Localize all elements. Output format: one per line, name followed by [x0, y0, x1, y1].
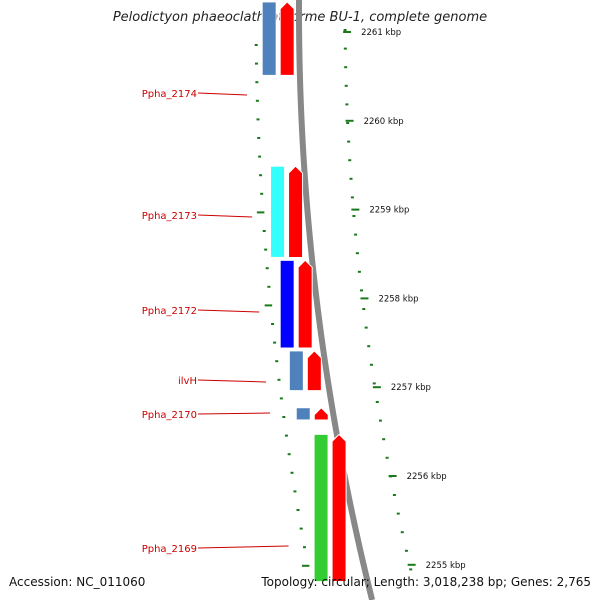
- gene-label-ppha_2174[interactable]: Ppha_2174: [142, 89, 197, 100]
- orf-arrow-2[interactable]: [288, 165, 304, 258]
- gene-label-ilvh[interactable]: ilvH: [178, 376, 197, 387]
- kbp-label: 2261 kbp: [361, 28, 401, 38]
- gene-feature-ppha_2172[interactable]: [279, 259, 295, 349]
- orf-arrow-1[interactable]: [279, 1, 295, 76]
- gene-label-leader: [197, 92, 248, 96]
- orf-arrow-6[interactable]: [331, 433, 347, 583]
- kbp-label: 2258 kbp: [378, 294, 418, 304]
- gene-label-leader: [197, 379, 267, 383]
- gene-feature-ilvh[interactable]: [288, 350, 304, 392]
- kbp-label: 2256 kbp: [407, 472, 447, 482]
- orf-arrow-3[interactable]: [297, 259, 313, 349]
- kbp-label: 2257 kbp: [391, 383, 431, 393]
- gene-feature-ppha_2169[interactable]: [313, 433, 329, 583]
- gene-feature-ppha_2173[interactable]: [270, 165, 286, 258]
- kbp-label: 2259 kbp: [369, 206, 409, 216]
- gene-label-ppha_2169[interactable]: Ppha_2169: [142, 544, 197, 555]
- gene-label-ppha_2172[interactable]: Ppha_2172: [142, 306, 197, 317]
- gene-label-leader: [197, 214, 253, 218]
- gene-feature-ppha_2174[interactable]: [261, 1, 277, 76]
- gene-label-leader: [197, 545, 289, 549]
- orf-arrow-4[interactable]: [306, 350, 322, 392]
- gene-label-leader: [197, 412, 270, 415]
- gene-feature-ppha_2170[interactable]: [295, 407, 311, 421]
- genome-summary-label: Topology: circular; Length: 3,018,238 bp…: [261, 575, 591, 589]
- gene-label-ppha_2170[interactable]: Ppha_2170: [142, 410, 197, 421]
- kbp-label: 2255 kbp: [426, 561, 466, 571]
- genome-backbone: [295, 0, 376, 600]
- gene-label-ppha_2173[interactable]: Ppha_2173: [142, 211, 197, 222]
- gene-label-leader: [197, 309, 260, 313]
- orf-arrow-5[interactable]: [313, 407, 329, 421]
- kbp-label: 2260 kbp: [364, 117, 404, 127]
- accession-label: Accession: NC_011060: [9, 575, 146, 589]
